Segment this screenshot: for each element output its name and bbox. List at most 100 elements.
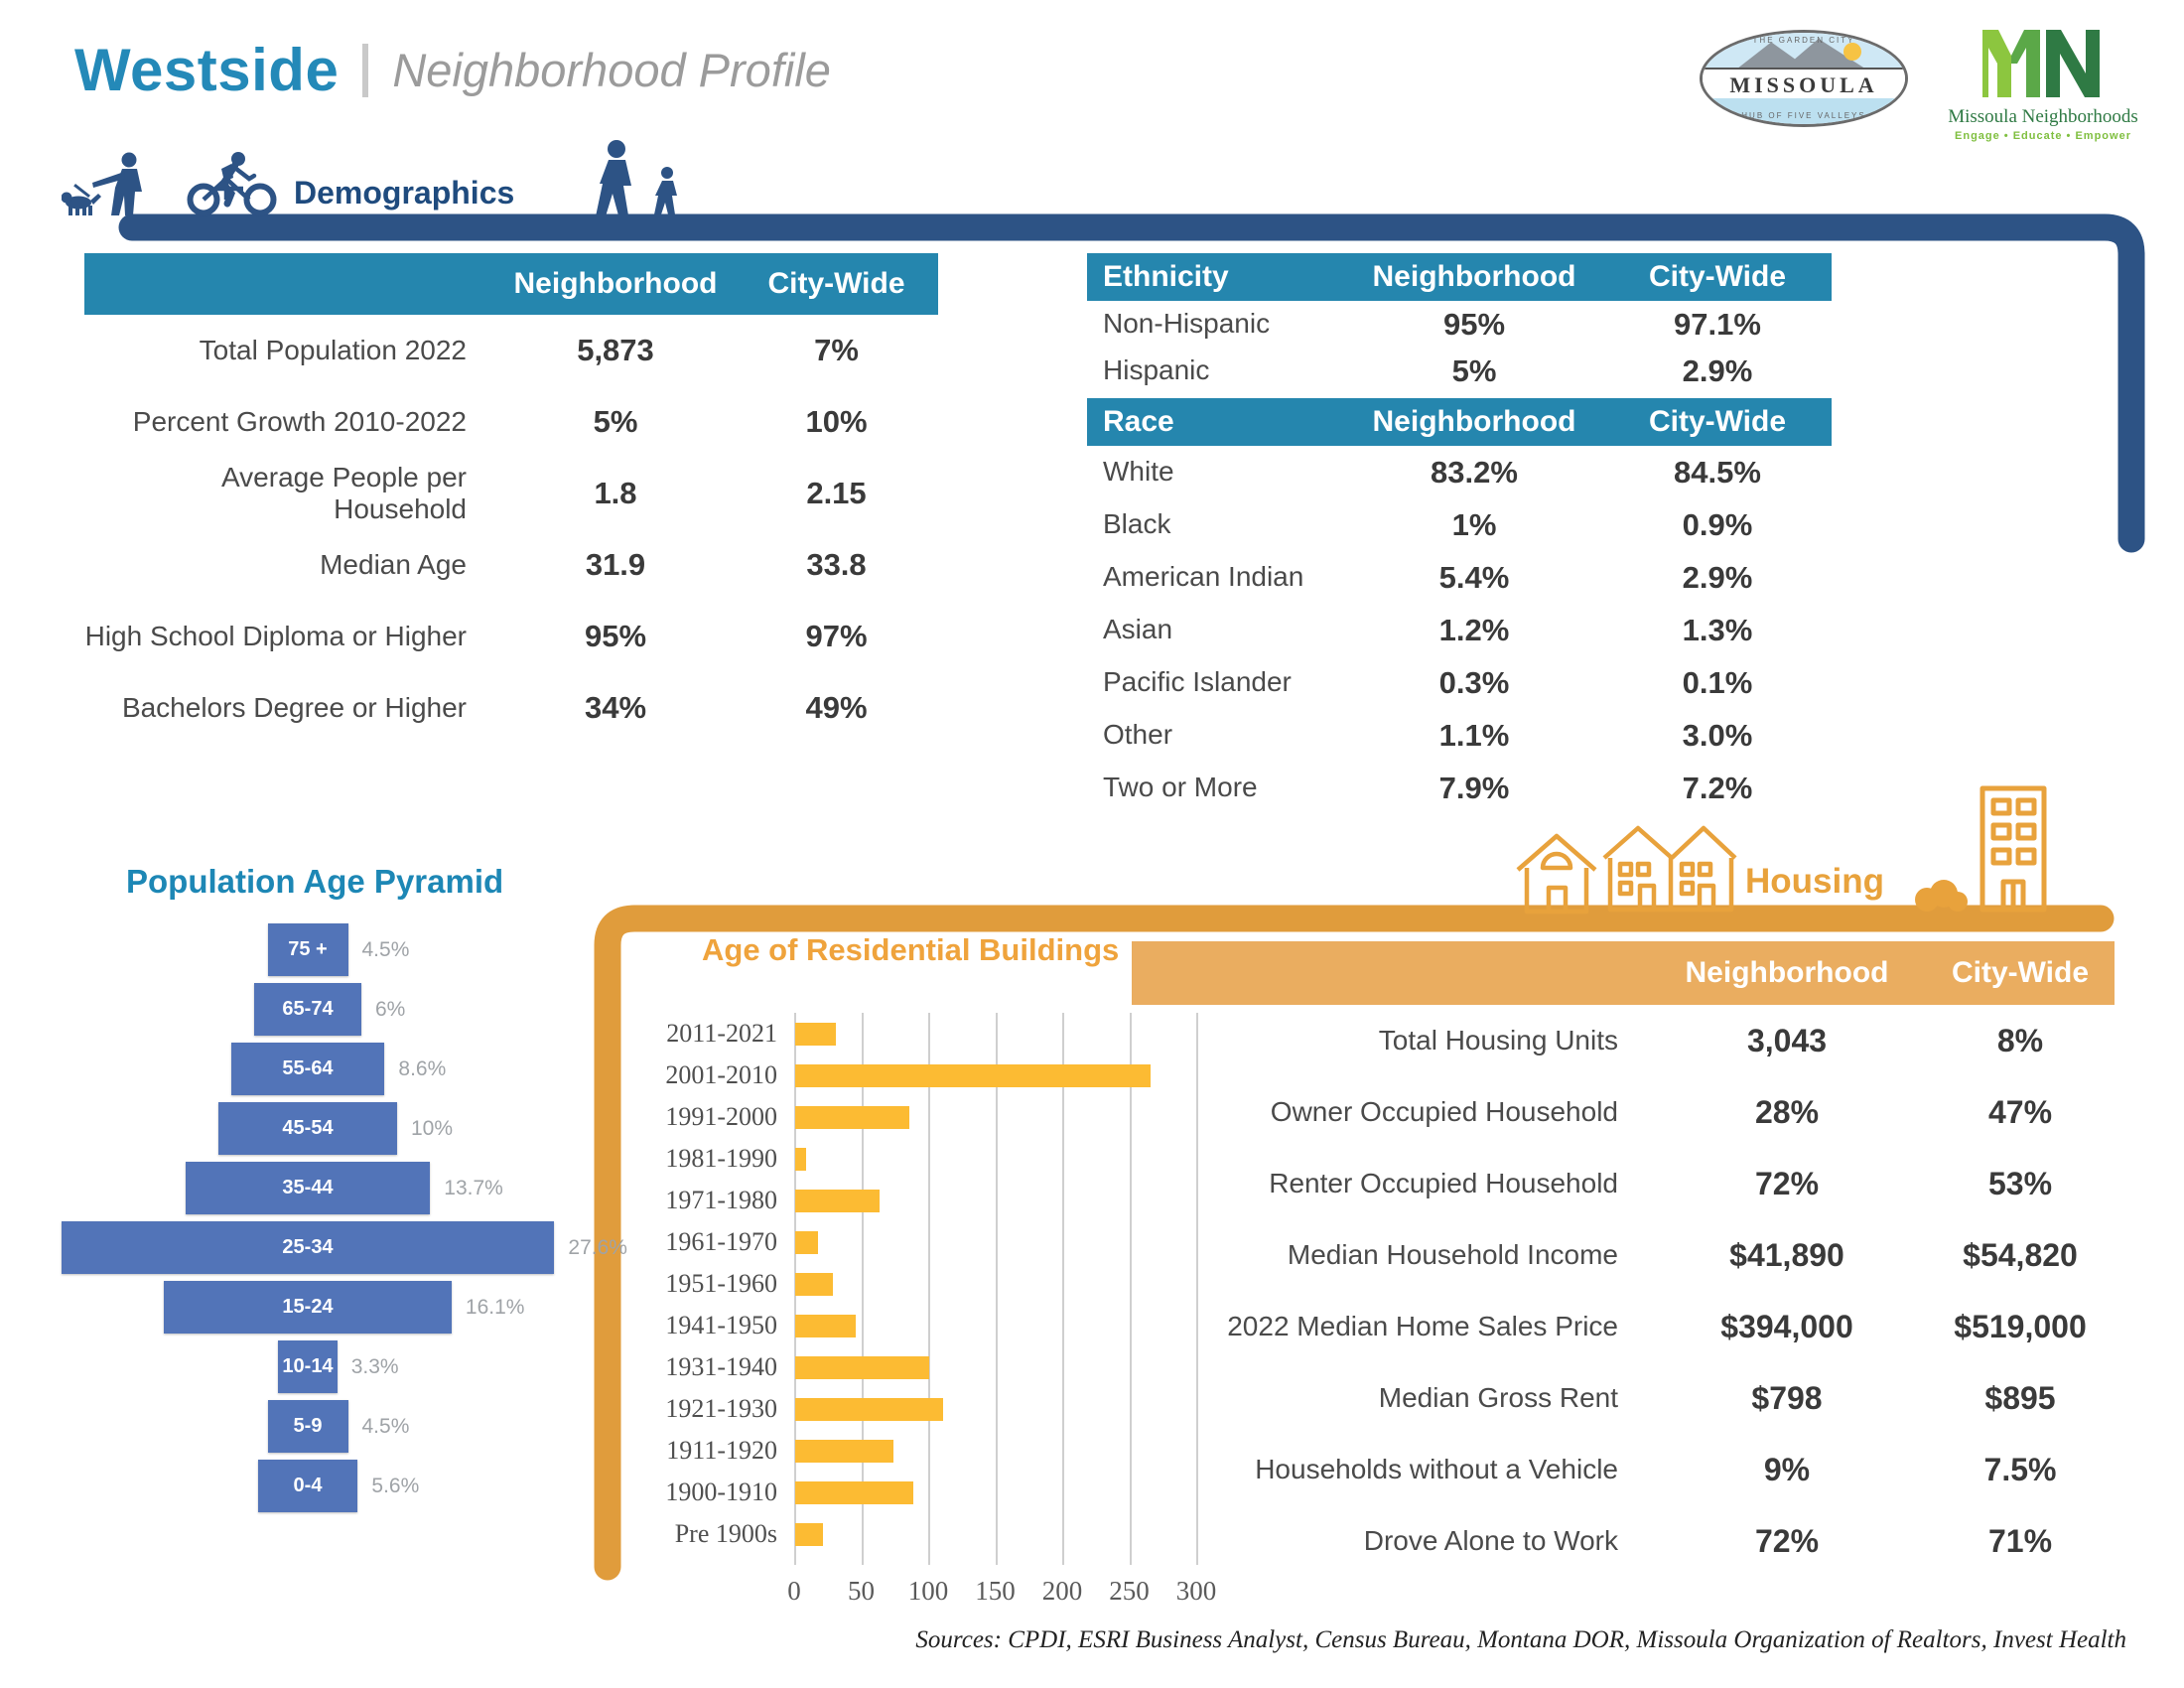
axis-tick-label: 100	[907, 1576, 949, 1606]
citywide-value: 7%	[814, 333, 859, 367]
table-row: Percent Growth 2010-2022 5% 10%	[84, 386, 938, 458]
adult-child-walking-icon	[596, 140, 677, 216]
section-label-demographics: Demographics	[294, 175, 515, 211]
category-label: Pre 1900s	[674, 1519, 777, 1548]
apartment-building-icon	[1979, 785, 2047, 913]
citywide-value: $895	[1984, 1379, 2056, 1416]
building-age-bar	[795, 1439, 893, 1463]
pyramid-bar: 45-54	[218, 1102, 397, 1155]
citywide-value: 0.1%	[1682, 664, 1753, 700]
column-header-citywide: City-Wide	[1648, 405, 1787, 438]
race-body: White 83.2% 84.5% Black 1% 0.9% American India…	[1087, 446, 1832, 814]
citywide-value: 7.5%	[1983, 1451, 2057, 1487]
neighborhood-value: 83.2%	[1431, 454, 1518, 490]
pyramid-bar: 55-64	[230, 1043, 385, 1095]
value-label: 27.6%	[568, 1236, 627, 1259]
table-row: 2022 Median Home Sales Price $394,000 $519…	[1132, 1291, 2115, 1362]
column-header-citywide: City-Wide	[1951, 956, 2090, 989]
citywide-value: 1.3%	[1682, 612, 1753, 647]
seal-bottom-text: HUB OF FIVE VALLEYS	[1741, 111, 1866, 120]
pyramid-row: 25-34 27.6%	[55, 1218, 650, 1278]
pyramid-bars: 75 + 4.5% 65-74 6% 55-64 8.6% 45-54 10% 35-44 13.…	[55, 920, 650, 1516]
building-age-bar	[795, 1272, 833, 1296]
sun-icon	[1843, 43, 1861, 61]
citywide-value: 33.8	[806, 547, 867, 582]
category-label: 1900-1910	[665, 1477, 777, 1506]
row-label: White	[1103, 456, 1174, 488]
value-label: 10%	[411, 1117, 454, 1140]
category-label: 1981-1990	[665, 1144, 777, 1173]
seal-name: MISSOULA	[1729, 71, 1878, 97]
gridline	[1196, 1013, 1198, 1565]
citywide-value: 3.0%	[1682, 717, 1753, 753]
neighborhood-value: 1.1%	[1438, 717, 1510, 753]
row-label: 2022 Median Home Sales Price	[1227, 1310, 1618, 1341]
column-header-citywide: City-Wide	[1648, 260, 1787, 293]
citywide-value: 0.9%	[1682, 506, 1753, 542]
neighborhood-value: $798	[1751, 1379, 1823, 1416]
neighborhood-value: 28%	[1754, 1093, 1820, 1130]
seal-band: MISSOULA	[1703, 67, 1905, 103]
ethnicity-header: Ethnicity Neighborhood City-Wide	[1087, 253, 1832, 301]
table-row: Median Household Income $41,890 $54,820	[1132, 1219, 2115, 1291]
category-label: 1951-1960	[665, 1269, 777, 1298]
table-row: Other 1.1% 3.0%	[1087, 709, 1832, 762]
table-row: Two or More 7.9% 7.2%	[1087, 762, 1832, 814]
neighborhood-value: 95%	[1442, 306, 1506, 342]
row-label: Median Household Income	[1287, 1238, 1618, 1270]
row-label: Asian	[1103, 614, 1173, 645]
page-subtitle: Neighborhood Profile	[392, 44, 831, 96]
row-label: Two or More	[1103, 772, 1258, 803]
table-row: American Indian 5.4% 2.9%	[1087, 551, 1832, 604]
chart-plot-area: 0 50 100 150 200 250 300 2011-2021 2001-2010 1991…	[611, 918, 1296, 1643]
value-label: 4.5%	[361, 938, 410, 961]
table-body: Total Housing Units 3,043 8% Owner Occupied…	[1132, 1005, 2115, 1577]
table-row: Average People per Household 1.8 2.15	[84, 458, 938, 529]
pyramid-row: 10-14 3.3%	[55, 1337, 650, 1397]
category-label: 0-4	[293, 1475, 323, 1496]
column-header-neighborhood: Neighborhood	[1372, 260, 1576, 293]
axis-tick-label: 50	[848, 1576, 875, 1606]
category-label: 1991-2000	[665, 1102, 777, 1131]
row-label: Black	[1103, 508, 1171, 540]
category-label: 5-9	[293, 1415, 323, 1437]
row-label: Households without a Vehicle	[1255, 1453, 1618, 1484]
row-label: Total Housing Units	[1378, 1024, 1618, 1055]
pyramid-bar: 5-9	[267, 1400, 348, 1453]
table-row: Bachelors Degree or Higher 34% 49%	[84, 672, 938, 744]
ethnicity-race-table: Ethnicity Neighborhood City-Wide Non-His…	[1087, 253, 1832, 814]
axis-tick-label: 200	[1041, 1576, 1083, 1606]
table-row: Asian 1.2% 1.3%	[1087, 604, 1832, 656]
citywide-value: 47%	[1987, 1093, 2053, 1130]
row-label: Pacific Islander	[1103, 666, 1292, 698]
table-row: Drove Alone to Work 72% 71%	[1132, 1505, 2115, 1577]
category-label: 2011-2021	[666, 1019, 777, 1048]
neighborhood-value: 95%	[584, 619, 647, 653]
neighborhood-value: 5.4%	[1438, 559, 1510, 595]
building-age-bar	[795, 1230, 818, 1254]
column-header-neighborhood: Neighborhood	[513, 267, 718, 300]
chart-title: Population Age Pyramid	[126, 863, 504, 900]
category-label: 1931-1940	[665, 1352, 777, 1381]
mn-logo-tagline: Engage • Educate • Empower	[1955, 130, 2131, 142]
neighborhood-value: 31.9	[585, 547, 646, 582]
section-header-race: Race	[1103, 405, 1174, 438]
value-label: 3.3%	[350, 1355, 399, 1378]
citywide-value: $519,000	[1954, 1308, 2087, 1344]
category-label: 1961-1970	[665, 1227, 777, 1256]
axis-tick-label: 150	[975, 1576, 1016, 1606]
race-header: Race Neighborhood City-Wide	[1087, 398, 1832, 446]
table-row: White 83.2% 84.5%	[1087, 446, 1832, 498]
pyramid-bar: 10-14	[278, 1340, 338, 1393]
row-label: Median Gross Rent	[1378, 1381, 1618, 1413]
gridline	[995, 1013, 998, 1565]
category-label: 45-54	[282, 1117, 334, 1139]
table-header: Neighborhood City-Wide	[1132, 941, 2115, 1005]
pyramid-bar: 15-24	[164, 1281, 452, 1334]
neighborhood-value: 34%	[584, 690, 647, 725]
citywide-value: 2.15	[806, 476, 867, 510]
row-label: Average People per Household	[221, 461, 467, 524]
neighborhood-value: 72%	[1754, 1165, 1820, 1201]
housing-table: Neighborhood City-Wide Total Housing Uni…	[1132, 941, 2115, 1577]
pyramid-row: 55-64 8.6%	[55, 1040, 650, 1099]
